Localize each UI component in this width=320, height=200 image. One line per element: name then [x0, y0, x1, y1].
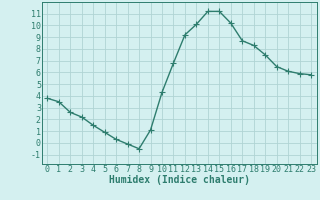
X-axis label: Humidex (Indice chaleur): Humidex (Indice chaleur) — [109, 175, 250, 185]
